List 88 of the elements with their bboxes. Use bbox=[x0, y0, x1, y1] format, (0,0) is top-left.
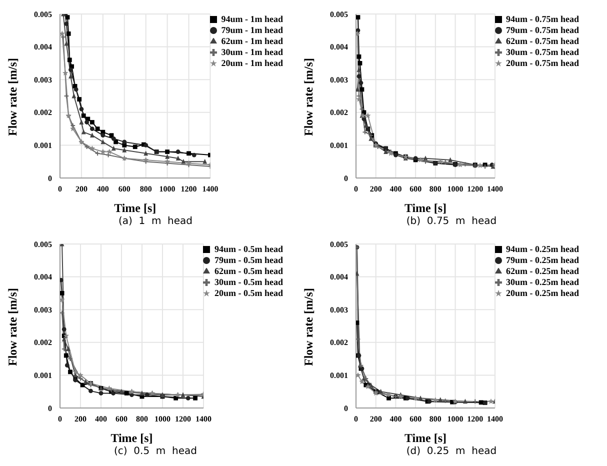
x-tick-label: 400 bbox=[390, 184, 402, 194]
legend-label: 79um - 0.5m head bbox=[214, 255, 283, 265]
x-tick-label: 400 bbox=[94, 414, 107, 424]
y-tick-label: 0 bbox=[344, 174, 348, 183]
x-tick-label: 1400 bbox=[486, 414, 503, 424]
legend-label: 62um - 0.25m head bbox=[506, 266, 579, 276]
x-tick-label: 1200 bbox=[174, 414, 191, 424]
legend-label: 79um - 0.75m head bbox=[506, 25, 579, 35]
legend-label: 94um - 0.25m head bbox=[506, 244, 579, 254]
legend-label: 62um - 0.5m head bbox=[214, 266, 283, 276]
y-tick-label: 0 bbox=[344, 404, 348, 413]
x-tick-label: 600 bbox=[410, 414, 422, 424]
x-tick-label: 200 bbox=[75, 184, 88, 194]
x-tick-label: 1400 bbox=[195, 414, 212, 424]
y-axis-title: Flow rate [m/s] bbox=[301, 288, 316, 366]
y-tick-label: 0.001 bbox=[34, 141, 52, 150]
y-axis-title: Flow rate [m/s] bbox=[5, 58, 20, 136]
y-tick-label: 0 bbox=[48, 404, 52, 413]
x-tick-label: 800 bbox=[429, 414, 442, 424]
legend-label: 20um - 0.25m head bbox=[506, 288, 579, 298]
y-tick-label: 0.001 bbox=[330, 141, 348, 150]
text: (c) 0.5 m head bbox=[113, 446, 198, 457]
x-tick-label: 800 bbox=[136, 414, 148, 424]
x-tick-label: 200 bbox=[370, 414, 382, 424]
x-tick-label: 600 bbox=[410, 184, 422, 194]
text: (b) 0.75 m head bbox=[405, 216, 498, 227]
x-tick-label: 1200 bbox=[180, 184, 197, 194]
legend-label: 94um - 0.75m head bbox=[506, 14, 579, 24]
x-axis-title: Time [s] bbox=[114, 201, 156, 215]
y-tick-label: 0.004 bbox=[330, 42, 348, 52]
legend-label: 20um - 1m head bbox=[221, 58, 283, 68]
x-axis-title: Time [s] bbox=[110, 431, 153, 445]
legend-label: 20um - 0.75m head bbox=[506, 58, 579, 68]
y-tick-label: 0.005 bbox=[34, 240, 52, 249]
y-tick-label: 0.002 bbox=[34, 338, 52, 348]
y-tick-label: 0.004 bbox=[34, 42, 52, 52]
y-tick-label: 0.002 bbox=[330, 338, 348, 348]
y-tick-label: 0.002 bbox=[330, 108, 348, 118]
x-tick-label: 0 bbox=[354, 414, 358, 424]
x-tick-label: 1000 bbox=[154, 414, 170, 424]
x-tick-label: 400 bbox=[390, 414, 402, 424]
legend-label: 20um - 0.5m head bbox=[214, 288, 283, 298]
x-tick-label: 0 bbox=[354, 184, 358, 194]
y-tick-label: 0.002 bbox=[34, 108, 52, 118]
x-tick-label: 0 bbox=[58, 184, 62, 194]
x-tick-label: 200 bbox=[370, 184, 382, 194]
legend-label: 30um - 0.5m head bbox=[214, 277, 283, 287]
y-tick-label: 0.003 bbox=[34, 305, 52, 314]
y-tick-label: 0.005 bbox=[330, 10, 348, 19]
x-axis-title: Time [s] bbox=[404, 431, 447, 445]
legend-label: 79um - 0.25m head bbox=[506, 255, 579, 265]
y-tick-label: 0.003 bbox=[34, 75, 52, 84]
x-tick-label: 400 bbox=[96, 184, 109, 194]
legend-label: 30um - 1m head bbox=[221, 47, 283, 57]
x-tick-label: 600 bbox=[118, 184, 130, 194]
legend-label: 79um - 1m head bbox=[221, 25, 283, 35]
legend-label: 30um - 0.25m head bbox=[506, 277, 579, 287]
text: (d) 0.25 m head bbox=[405, 446, 498, 457]
x-tick-label: 0 bbox=[58, 414, 62, 424]
x-tick-label: 800 bbox=[140, 184, 152, 194]
legend-label: 94um - 0.5m head bbox=[214, 244, 283, 254]
legend-label: 62um - 0.75m head bbox=[506, 36, 579, 46]
y-axis-title: Flow rate [m/s] bbox=[301, 58, 316, 136]
x-tick-label: 800 bbox=[429, 184, 442, 194]
x-tick-label: 1000 bbox=[447, 184, 464, 194]
x-tick-label: 600 bbox=[115, 414, 128, 424]
x-axis-title: Time [s] bbox=[404, 201, 447, 215]
x-tick-label: 1000 bbox=[159, 184, 176, 194]
y-tick-label: 0.004 bbox=[34, 272, 52, 282]
y-tick-label: 0.004 bbox=[330, 272, 348, 282]
x-tick-label: 1200 bbox=[467, 184, 484, 194]
legend-label: 94um - 1m head bbox=[221, 14, 283, 24]
y-axis-title: Flow rate [m/s] bbox=[5, 288, 20, 366]
x-tick-label: 1200 bbox=[467, 414, 484, 424]
legend-label: 30um - 0.75m head bbox=[506, 47, 579, 57]
y-tick-label: 0.005 bbox=[330, 240, 348, 249]
x-tick-label: 200 bbox=[74, 414, 86, 424]
y-tick-label: 0.003 bbox=[330, 305, 348, 314]
x-tick-label: 1000 bbox=[447, 414, 464, 424]
y-tick-label: 0 bbox=[48, 174, 52, 183]
legend-label: 62um - 1m head bbox=[221, 36, 283, 46]
x-tick-label: 1400 bbox=[486, 184, 503, 194]
y-tick-label: 0.001 bbox=[34, 371, 52, 380]
y-tick-label: 0.001 bbox=[330, 371, 348, 380]
x-tick-label: 1400 bbox=[202, 184, 218, 194]
y-tick-label: 0.005 bbox=[34, 10, 52, 19]
y-tick-label: 0.003 bbox=[330, 75, 348, 84]
text: (a) 1 m head bbox=[117, 216, 194, 227]
